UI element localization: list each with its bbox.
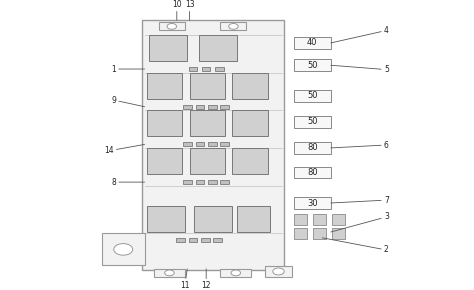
Bar — [147, 206, 185, 232]
Bar — [313, 214, 326, 225]
Text: 13: 13 — [185, 0, 194, 20]
Bar — [196, 142, 204, 146]
Bar — [189, 67, 197, 71]
Bar — [102, 233, 145, 265]
Circle shape — [228, 23, 238, 29]
Text: 6: 6 — [331, 140, 389, 150]
Bar — [183, 180, 192, 184]
Bar — [294, 116, 331, 128]
Bar — [237, 206, 270, 232]
Bar — [176, 238, 185, 242]
Text: 80: 80 — [307, 168, 318, 177]
Bar — [294, 197, 331, 209]
Text: 10: 10 — [172, 0, 182, 20]
Bar — [159, 22, 185, 30]
Bar — [154, 269, 185, 277]
Text: 9: 9 — [111, 95, 145, 107]
Bar — [220, 142, 229, 146]
Bar — [142, 20, 284, 270]
Bar — [294, 90, 331, 102]
Bar — [313, 228, 326, 239]
Bar — [294, 228, 307, 239]
Bar — [208, 142, 217, 146]
Bar — [208, 105, 217, 109]
Bar — [190, 148, 225, 174]
Bar — [183, 142, 192, 146]
Bar — [199, 35, 237, 61]
Bar — [147, 72, 182, 99]
Text: 8: 8 — [111, 177, 145, 187]
Bar — [202, 67, 210, 71]
Bar — [332, 214, 345, 225]
Text: 50: 50 — [307, 91, 318, 100]
Text: 5: 5 — [331, 65, 389, 74]
Bar — [265, 266, 292, 277]
Bar — [189, 238, 197, 242]
Bar — [213, 238, 222, 242]
Text: 7: 7 — [331, 195, 389, 205]
Bar — [149, 35, 187, 61]
Text: 2: 2 — [322, 238, 389, 255]
Text: 12: 12 — [201, 269, 211, 290]
Bar — [294, 167, 331, 178]
Bar — [220, 22, 246, 30]
Text: 50: 50 — [307, 117, 318, 126]
Bar — [196, 180, 204, 184]
Text: 11: 11 — [180, 269, 190, 290]
Bar — [220, 269, 251, 277]
Bar — [147, 110, 182, 136]
Text: 3: 3 — [331, 212, 389, 232]
Bar — [294, 214, 307, 225]
Text: 4: 4 — [331, 26, 389, 43]
Bar — [196, 105, 204, 109]
Bar — [232, 148, 268, 174]
Circle shape — [167, 23, 177, 29]
Bar — [220, 105, 229, 109]
Bar — [294, 142, 331, 154]
Bar — [215, 67, 224, 71]
Bar — [294, 59, 331, 71]
Circle shape — [273, 268, 284, 275]
Bar — [190, 72, 225, 99]
Bar — [183, 105, 192, 109]
Bar — [190, 110, 225, 136]
Bar — [194, 206, 232, 232]
Bar — [201, 238, 210, 242]
Circle shape — [165, 270, 174, 276]
Bar — [232, 110, 268, 136]
Text: 50: 50 — [307, 61, 318, 70]
Text: 80: 80 — [307, 143, 318, 153]
Circle shape — [231, 270, 241, 276]
Text: 30: 30 — [307, 198, 318, 208]
Text: 40: 40 — [307, 38, 318, 48]
Circle shape — [114, 244, 133, 255]
Bar — [332, 228, 345, 239]
Bar — [147, 148, 182, 174]
Bar — [232, 72, 268, 99]
Bar — [220, 180, 229, 184]
Text: 14: 14 — [104, 144, 145, 155]
Bar — [208, 180, 217, 184]
Text: 1: 1 — [111, 64, 145, 74]
Bar — [294, 37, 331, 49]
